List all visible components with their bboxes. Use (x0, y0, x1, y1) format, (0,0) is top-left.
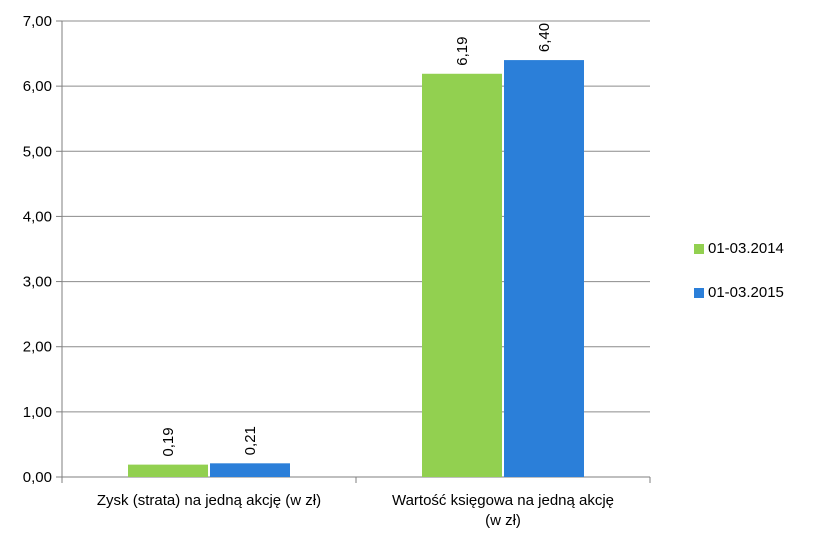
y-tick-label: 6,00 (23, 78, 52, 95)
data-label: 0,21 (242, 426, 259, 455)
y-tick-label: 7,00 (23, 13, 52, 30)
legend-swatch (694, 288, 704, 298)
y-tick-label: 3,00 (23, 274, 52, 291)
data-label: 6,19 (454, 37, 471, 66)
y-tick-label: 5,00 (23, 143, 52, 160)
category-label: Zysk (strata) na jedną akcję (w zł) (97, 492, 321, 509)
data-label: 6,40 (536, 23, 553, 52)
legend-swatch (694, 244, 704, 254)
y-tick-label: 4,00 (23, 208, 52, 225)
category-label: (w zł) (485, 512, 521, 529)
bar (504, 60, 584, 477)
legend-label: 01-03.2015 (708, 284, 784, 301)
data-label: 0,19 (160, 427, 177, 456)
bar (128, 464, 208, 477)
y-tick-label: 2,00 (23, 339, 52, 356)
bar (210, 463, 290, 477)
y-tick-label: 1,00 (23, 404, 52, 421)
y-tick-label: 0,00 (23, 469, 52, 486)
bar (422, 73, 502, 477)
legend-label: 01-03.2014 (708, 240, 784, 257)
category-label: Wartość księgowa na jedną akcję (392, 492, 614, 509)
